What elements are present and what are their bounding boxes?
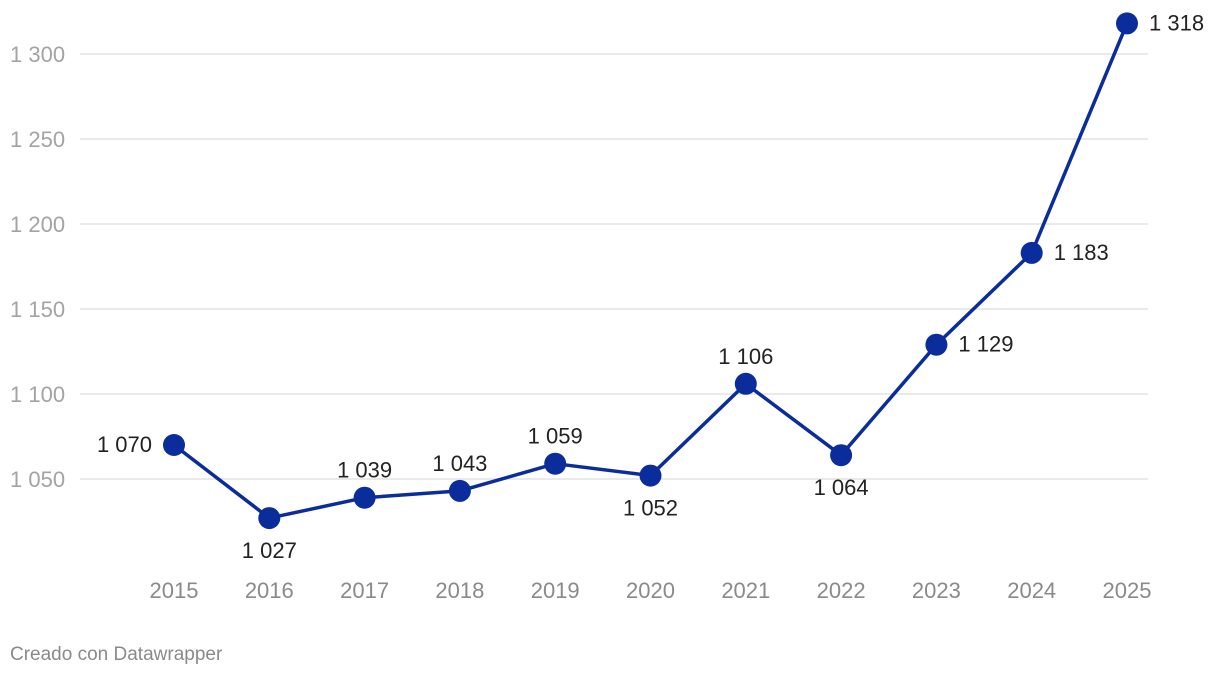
data-point [163,434,185,456]
y-tick-label: 1 200 [10,212,65,237]
credit-text: Creado con Datawrapper [10,644,223,665]
x-tick-label: 2018 [435,578,484,603]
data-point [258,507,281,530]
data-label: 1 129 [958,332,1013,357]
data-label: 1 052 [623,496,678,521]
x-tick-label: 2022 [817,578,866,603]
y-axis-ticks: 1 050 1 100 1 150 1 200 1 250 1 300 [10,42,65,492]
y-tick-label: 1 300 [10,42,65,67]
x-axis-ticks: 2015 2016 2017 2018 2019 2020 2021 2022 2023 2024… [150,578,1152,603]
x-tick-label: 2019 [531,578,580,603]
y-tick-label: 1 150 [10,297,65,322]
data-label: 1 059 [528,424,583,449]
y-tick-label: 1 250 [10,127,65,152]
series-line [172,21,1129,520]
data-label: 1 106 [718,344,773,369]
data-points [163,12,1138,530]
data-point [1020,241,1043,264]
x-tick-label: 2024 [1007,578,1056,603]
data-point [639,464,662,487]
data-point [925,333,948,356]
data-label: 1 318 [1149,10,1204,35]
data-point [1116,12,1138,35]
y-tick-label: 1 050 [10,467,65,492]
data-label: 1 064 [814,475,869,500]
x-tick-label: 2017 [340,578,389,603]
data-label: 1 070 [97,432,152,457]
x-tick-label: 2020 [626,578,675,603]
y-tick-label: 1 100 [10,382,65,407]
data-point [448,479,471,502]
data-label: 1 183 [1054,240,1109,265]
series-line-path [172,21,1129,520]
x-tick-label: 2016 [245,578,294,603]
data-label: 1 039 [337,458,392,483]
data-point [734,372,757,395]
data-labels: 1 070 1 027 1 039 1 043 1 059 1 052 1 106 1 064… [97,10,1204,563]
data-label: 1 043 [432,451,487,476]
data-label: 1 027 [242,538,297,563]
data-point [544,452,567,475]
gridlines [80,53,1148,480]
x-tick-label: 2025 [1103,578,1152,603]
data-point [830,444,853,467]
x-tick-label: 2021 [721,578,770,603]
x-tick-label: 2023 [912,578,961,603]
x-tick-label: 2015 [150,578,199,603]
data-point [353,486,376,509]
